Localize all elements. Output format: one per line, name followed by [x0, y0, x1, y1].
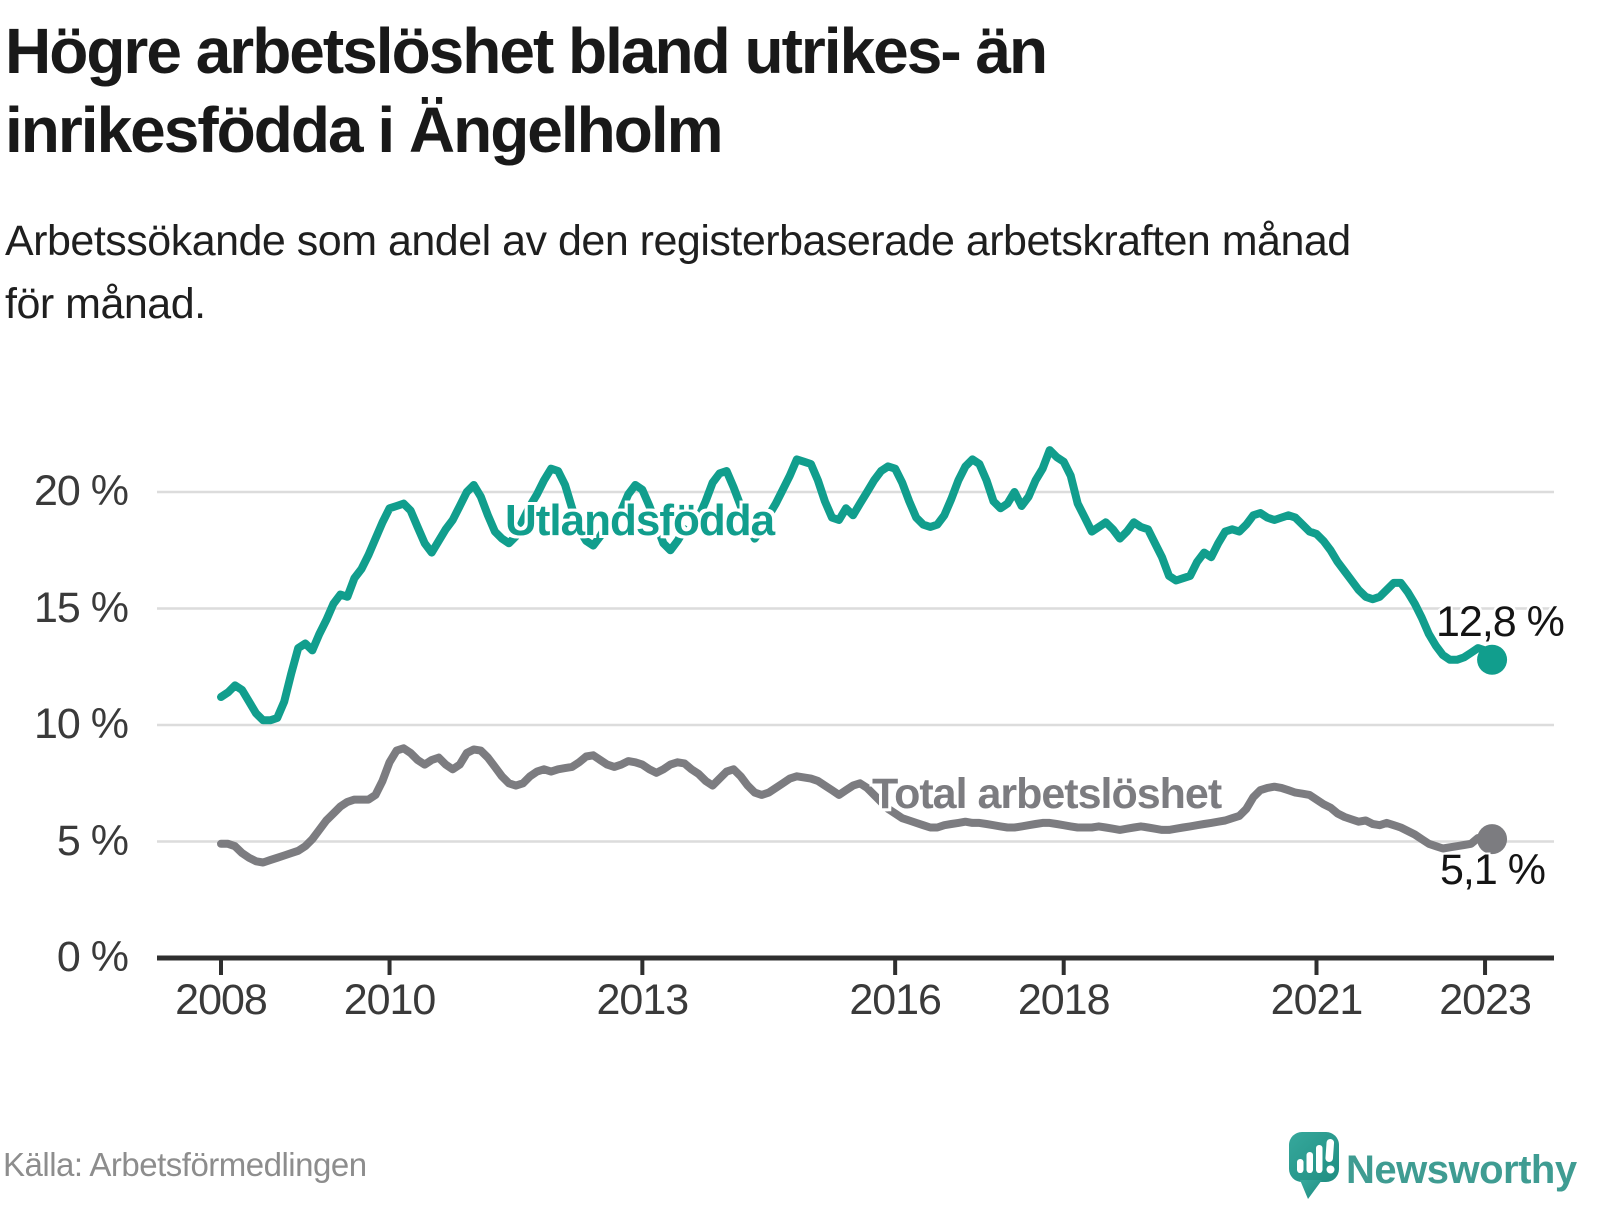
newsworthy-speech-bubble-icon [1289, 1132, 1339, 1199]
x-axis-label-2016: 2016 [849, 976, 942, 1024]
series-label-total-arbetsloshet: Total arbetslöshet [872, 770, 1222, 818]
end-value-total: 5,1 % [1440, 846, 1546, 894]
page-title-line2: inrikesfödda i Ängelholm [5, 94, 724, 166]
chart-subtitle-line1: Arbetssökande som andel av den registerb… [5, 217, 1351, 265]
end-value-utlandsfodda: 12,8 % [1436, 598, 1565, 646]
x-axis-label-2008: 2008 [175, 976, 268, 1024]
source-note: Källa: Arbetsförmedlingen [3, 1146, 367, 1183]
newsworthy-logo: Newsworthy [1288, 1130, 1598, 1200]
y-axis-label-15: 15 % [33, 583, 129, 632]
chart-subtitle-line2: för månad. [5, 280, 206, 328]
newsworthy-logo-text: Newsworthy [1346, 1148, 1577, 1192]
y-axis-label-10: 10 % [33, 700, 129, 748]
end-dot-utlandsf-dda [1477, 644, 1508, 675]
chart-subtitle: Arbetssökande som andel av den registerb… [5, 210, 1565, 336]
series-line-utlandsf-dda [217, 446, 1497, 725]
y-axis-label-0: 0 % [56, 933, 129, 981]
x-axis-label-2023: 2023 [1439, 976, 1532, 1024]
y-axis-label-20: 20 % [33, 467, 129, 515]
end-dot-total-arbetsl-shet [1477, 824, 1508, 855]
page-title-line1: Högre arbetslöshet bland utrikes- än [5, 15, 1048, 87]
x-axis-label-2021: 2021 [1270, 976, 1364, 1024]
x-axis-label-2010: 2010 [343, 976, 437, 1024]
series-label-utlandsfodda: Utlandsfödda [505, 496, 775, 545]
series-line-total-arbetsl-shet [217, 744, 1497, 867]
x-axis-label-2018: 2018 [1017, 976, 1111, 1024]
y-axis-label-5: 5 % [56, 816, 129, 865]
page-title: Högre arbetslöshet bland utrikes- än inr… [5, 12, 1565, 170]
x-axis-label-2013: 2013 [596, 976, 690, 1024]
